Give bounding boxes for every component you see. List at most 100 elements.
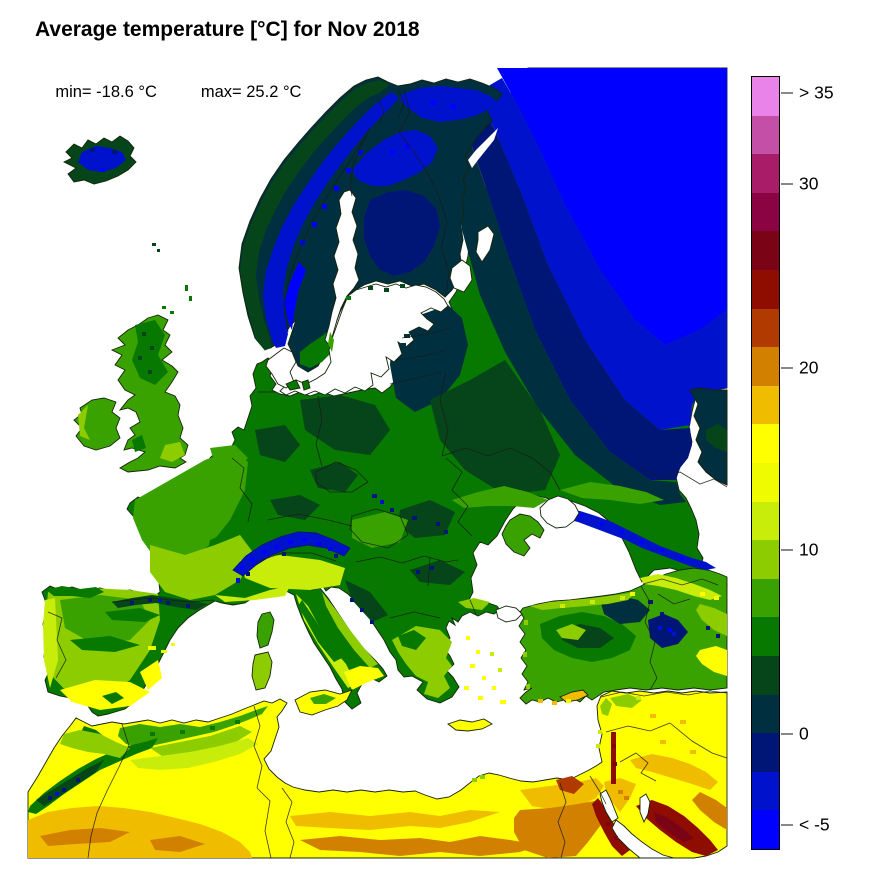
border-russia-kazakhstan [639,467,728,488]
border-libya-tunisia-algeria [253,705,295,859]
zone-sfrance-green4 [150,535,255,600]
zone-redsea-hills-west [592,798,630,856]
zone-andalusia [60,680,150,710]
zone-hungary [352,512,408,548]
colorbar-tick-label: > 35 [799,82,834,103]
border-norway-sweden [283,127,371,333]
zone-ncaucasus-steppe [560,482,664,504]
colorbar-tick-label: 20 [799,357,819,377]
patch-orange-w1 [40,828,130,846]
temperature-colorbar-legend: > 35 30 20 10 0 < -5 [751,76,875,850]
colorbar-segment [752,424,779,463]
zone-egypt-orange [514,800,608,858]
min-temperature-label: min= -18.6 °C [55,83,157,101]
patch-pindus [398,630,426,650]
zone-thrace [458,598,490,610]
zone-morocco-green4 [60,730,130,758]
colorbar-segment [752,192,779,232]
colorbar [751,76,780,850]
colorbar-segment [752,385,779,425]
patch-caspian-east-green [706,424,727,452]
zone-scandes-blue [263,92,399,348]
zone-jordan-rift [611,732,616,784]
islands-group [62,135,589,732]
island-gb-wales-green2 [132,435,146,452]
patch-cantabrian [46,586,104,598]
band-green1-belarus [430,360,560,495]
zone-ukraine-steppe [452,486,548,508]
fennoscandia-group [238,76,503,373]
colorbar-segment [752,269,779,309]
island-sicily-center [310,694,336,704]
border-hungary [349,508,409,549]
zone-syria-green [610,694,642,708]
anatolia-group [518,509,728,705]
peninsula-crimea [501,513,545,557]
border-egypt-libya [557,782,567,859]
island-corsica [256,611,275,649]
island-sardinia [251,651,273,691]
patch-egypt-rust [556,776,584,794]
patch-iberic-mts [105,608,160,622]
patch-green1-balkan-mts [410,560,465,585]
colorbar-segment [752,810,779,849]
border-france-spain [111,597,215,603]
zone-egypt-amber [520,778,604,810]
patch-green1-alps-north [270,495,320,520]
zone-norway-coast [240,80,390,350]
zone-ankara-green4 [556,624,586,640]
patch-sierra-nevada [102,692,124,704]
border-czech [315,461,369,493]
zone-s-italy [344,666,384,690]
band-coldest-ne [497,68,727,345]
zone-arabia-orange [692,792,727,830]
patch-green1-carpathians [398,500,455,538]
border-france-germany [231,457,253,523]
colorbar-segment [752,115,779,155]
page-title: Average temperature [°C] for Nov 2018 [35,18,420,41]
zone-lapland [352,130,438,186]
patch-green1-nw-germany [255,425,300,462]
island-gb-scotland-green2 [132,320,168,385]
patch-green1-bohemia [310,462,358,492]
island-great-britain [110,314,189,473]
colorbar-segment [752,231,779,270]
border-poland-germany [315,395,323,467]
border-italy-north [255,552,337,563]
zone-italy-east-coast [322,592,378,668]
zone-atlas-green1 [36,760,104,806]
border-finland-russia [398,89,450,297]
region-kola [400,86,497,122]
zone-iberia-meseta [60,595,150,645]
zone-iran-yellow [696,646,727,676]
border-turkey-syria [600,690,728,698]
sea-azov [539,495,580,529]
colorbar-tick-label: 10 [799,539,819,560]
region-caucasus-ridge [548,509,716,570]
island-specks [148,243,506,704]
sea-gulf-suez [599,789,619,823]
island-gb-se-green4 [160,442,185,462]
zone-lebanon-green [600,698,612,716]
zone-france-green3 [133,450,248,565]
zone-iran-nw-green4 [696,604,727,636]
border-levant [605,722,728,782]
zone-arabia-amber [630,754,718,790]
zone-arabia-red2 [654,812,694,842]
band-teal [458,135,686,505]
border-finnmark [377,89,405,127]
border-morocco-algeria [87,723,130,859]
border-caucasus [642,578,719,605]
mainland-group [41,67,728,717]
colorbar-segment [752,540,779,579]
zone-finland-navy [364,190,440,276]
border-balkans [355,555,477,619]
border-poland-east [439,371,449,457]
country-borders [47,89,728,859]
minmax-labels: min= -18.6 °C max= 25.2 °C [37,64,301,121]
colorbar-segment [752,308,779,348]
mountain-speckles [48,100,720,840]
sea-gulf-aqaba [639,793,651,824]
island-crete [447,718,493,732]
